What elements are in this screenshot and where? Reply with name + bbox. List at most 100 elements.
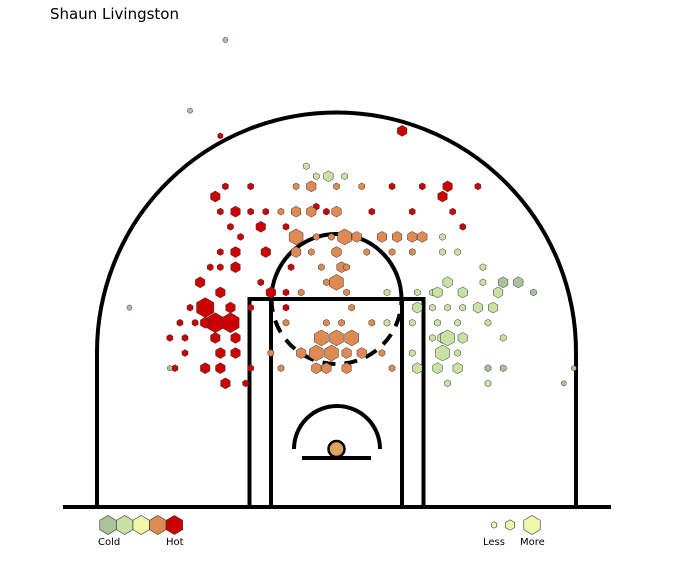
shot-hex	[434, 318, 441, 327]
shot-hex	[247, 207, 254, 216]
shot-hex	[247, 303, 254, 312]
legend-cold-label: Cold	[98, 537, 120, 548]
shot-hex	[388, 248, 396, 256]
color-legend-hex	[116, 515, 134, 535]
shot-hex	[439, 248, 446, 256]
shot-hex	[408, 318, 416, 327]
shot-hex	[297, 288, 305, 297]
shot-hex	[479, 278, 487, 287]
legend-hot-label: Hot	[166, 537, 184, 548]
shot-hex	[287, 263, 295, 271]
shot-hex	[530, 288, 537, 297]
shot-hex	[313, 172, 320, 181]
shot-hex	[282, 303, 290, 312]
shot-hex	[337, 228, 352, 246]
shot-hex	[378, 349, 386, 357]
chart-title: Shaun Livingston	[50, 5, 179, 23]
shot-hex	[454, 318, 461, 327]
shot-hex	[206, 263, 214, 271]
shot-hex	[358, 182, 366, 191]
shot-hex	[414, 288, 421, 297]
shot-hex	[454, 349, 461, 357]
shot-hex	[313, 233, 320, 241]
shot-hex	[341, 347, 352, 359]
shot-hex	[498, 276, 509, 289]
shot-point	[167, 365, 173, 372]
shot-hex	[200, 362, 211, 374]
shot-hex	[217, 132, 224, 140]
shot-hex	[215, 286, 226, 299]
color-legend-hex	[165, 515, 183, 535]
size-legend-hex	[523, 515, 541, 535]
shot-hex	[306, 205, 317, 218]
shot-hex	[221, 312, 240, 334]
legend-more-label: More	[520, 537, 545, 548]
shot-hex	[388, 364, 396, 372]
shot-hex	[513, 276, 524, 289]
shot-hex	[499, 364, 507, 372]
shot-hex	[444, 303, 451, 312]
shot-hex	[288, 228, 304, 246]
shot-hex	[225, 301, 236, 314]
shot-hex	[457, 332, 468, 344]
size-legend-hex	[490, 521, 498, 529]
shot-hex	[200, 316, 211, 329]
shot-hex	[333, 182, 340, 191]
shot-hex	[488, 301, 499, 314]
shot-hex	[383, 288, 391, 297]
shot-hex	[260, 246, 271, 258]
shot-hex	[314, 329, 329, 347]
shot-hex	[408, 248, 416, 256]
shot-hex	[210, 332, 221, 344]
shot-hex	[338, 318, 345, 327]
three-point-line	[95, 110, 578, 507]
shot-hex	[195, 276, 206, 289]
shot-hex	[444, 379, 451, 388]
shot-hex	[484, 318, 492, 327]
shot-hex	[222, 182, 229, 191]
shot-hex	[442, 276, 453, 289]
shot-hex	[459, 223, 467, 231]
shot-hex	[321, 362, 332, 374]
basket-rim	[327, 439, 346, 459]
shot-hex	[323, 170, 334, 183]
shot-hex	[282, 288, 290, 297]
shot-hex	[435, 344, 450, 362]
shot-hex	[237, 233, 244, 241]
shot-hex	[220, 377, 231, 390]
shot-hex	[323, 207, 330, 216]
shot-hex	[474, 182, 482, 191]
shot-hex	[267, 349, 275, 357]
shot-hex	[493, 286, 504, 299]
hex-layer	[126, 37, 577, 390]
shot-hex	[306, 180, 317, 193]
shot-hex	[437, 190, 448, 203]
shot-hex	[257, 278, 265, 287]
size-legend	[490, 515, 541, 535]
court	[63, 110, 611, 509]
shot-hex	[227, 223, 234, 231]
shot-hex	[166, 334, 174, 342]
shot-hex	[392, 231, 403, 243]
shot-hex	[230, 205, 241, 218]
shot-hex	[215, 362, 226, 374]
shot-hex	[217, 207, 224, 216]
shot-hex	[454, 248, 461, 256]
shot-hex	[230, 347, 241, 359]
shot-point	[560, 380, 567, 387]
shot-hex	[331, 205, 342, 218]
shot-hex	[277, 364, 285, 372]
shot-hex	[408, 207, 416, 216]
free-throw-circle-bottom	[269, 298, 404, 366]
restricted-area	[292, 404, 382, 450]
shot-hex	[412, 301, 423, 314]
shot-hex	[356, 347, 367, 359]
shot-hex	[419, 182, 426, 191]
shot-hex	[383, 318, 391, 327]
shot-hex	[291, 205, 302, 218]
shot-hex	[449, 207, 456, 216]
shot-hex	[247, 364, 254, 372]
shot-hex	[341, 172, 348, 181]
shot-hex	[215, 347, 226, 359]
shot-hex	[230, 332, 241, 344]
